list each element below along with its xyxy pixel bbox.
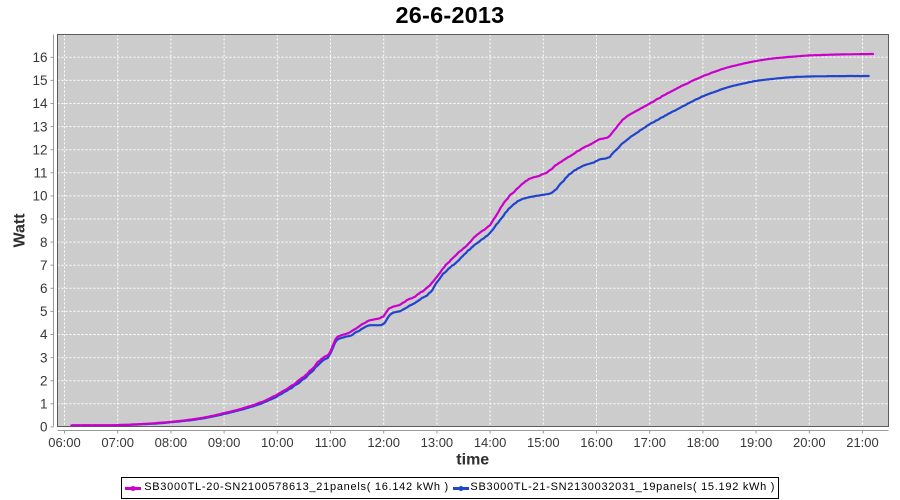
svg-text:6: 6 [40,281,48,296]
svg-text:0: 0 [40,420,48,435]
svg-text:14: 14 [32,96,48,111]
svg-text:10: 10 [32,189,47,204]
svg-text:1: 1 [40,397,48,412]
svg-text:11: 11 [33,166,47,181]
svg-text:20:00: 20:00 [793,435,826,450]
svg-text:16:00: 16:00 [580,435,613,450]
svg-text:15:00: 15:00 [527,435,560,450]
svg-text:09:00: 09:00 [208,435,241,450]
svg-text:08:00: 08:00 [155,435,188,450]
svg-text:13: 13 [32,119,47,134]
svg-text:time: time [456,452,489,469]
svg-text:8: 8 [40,235,48,250]
svg-text:9: 9 [40,212,48,227]
svg-text:5: 5 [40,304,48,319]
svg-text:16: 16 [32,50,47,65]
svg-text:3: 3 [40,350,48,365]
svg-text:21:00: 21:00 [846,435,879,450]
svg-text:15: 15 [32,73,47,88]
svg-text:07:00: 07:00 [101,435,134,450]
svg-text:06:00: 06:00 [48,435,81,450]
svg-text:14:00: 14:00 [474,435,507,450]
svg-text:18:00: 18:00 [687,435,720,450]
svg-text:4: 4 [40,327,48,342]
svg-text:19:00: 19:00 [740,435,773,450]
svg-text:2: 2 [40,373,48,388]
svg-text:12: 12 [32,142,47,157]
svg-text:17:00: 17:00 [633,435,666,450]
svg-text:Watt: Watt [12,213,29,248]
svg-text:12:00: 12:00 [367,435,400,450]
svg-text:13:00: 13:00 [421,435,454,450]
svg-text:7: 7 [40,258,48,273]
svg-text:11:00: 11:00 [315,435,347,450]
svg-text:10:00: 10:00 [261,435,294,450]
